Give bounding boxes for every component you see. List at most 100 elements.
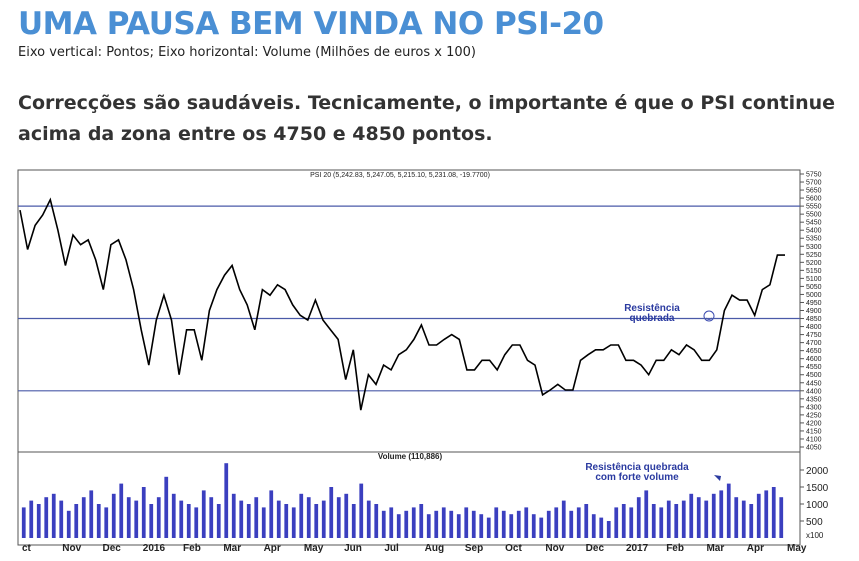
y-tick-label: 4850 <box>806 316 822 323</box>
y-tick-label: 4050 <box>806 445 822 452</box>
volume-bar <box>66 510 71 538</box>
volume-bar <box>674 504 679 538</box>
volume-bar <box>216 504 221 538</box>
volume-bar <box>666 500 671 538</box>
y-tick-label: 4700 <box>806 340 822 347</box>
arrow <box>714 475 721 481</box>
x-tick-label: Nov <box>62 543 81 554</box>
volume-bar <box>764 490 769 538</box>
volume-bar <box>359 483 364 538</box>
volume-bar <box>734 497 739 538</box>
volume-bar <box>156 497 161 538</box>
x-tick-label: Sep <box>465 543 483 554</box>
y-tick-label: 4800 <box>806 324 822 331</box>
volume-bar <box>629 507 634 538</box>
volume-bar <box>771 487 776 538</box>
volume-bar <box>531 514 536 538</box>
volume-bar <box>89 490 94 538</box>
volume-bar <box>599 517 604 538</box>
volume-bar <box>704 500 709 538</box>
y-tick-label: 5450 <box>806 220 822 227</box>
volume-bar <box>456 514 461 538</box>
volume-bar <box>104 507 109 538</box>
volume-bar <box>141 487 146 538</box>
volume-bar <box>179 500 184 538</box>
y-tick-label: 5550 <box>806 204 822 211</box>
volume-bar <box>726 483 731 538</box>
subtitle: Eixo vertical: Pontos; Eixo horizontal: … <box>18 45 476 60</box>
volume-bar <box>299 493 304 538</box>
volume-bar <box>494 507 499 538</box>
volume-bar <box>366 500 371 538</box>
volume-bar <box>36 504 41 538</box>
x-tick-label: Mar <box>223 543 241 554</box>
y-tick-label: 5400 <box>806 228 822 235</box>
volume-bar <box>516 510 521 538</box>
y-tick-label: 4350 <box>806 396 822 403</box>
volume-bar <box>389 507 394 538</box>
y-tick-label: 4250 <box>806 412 822 419</box>
y-tick-label: 5500 <box>806 212 822 219</box>
volume-bar <box>246 504 251 538</box>
volume-bar <box>314 504 319 538</box>
pane-title: PSI 20 (5,242.83, 5,247.05, 5,215.10, 5,… <box>310 172 490 179</box>
lead: Correcções são saudáveis. Tecnicamente, … <box>18 92 836 145</box>
volume-bar <box>351 504 356 538</box>
volume-bar <box>741 500 746 538</box>
x-tick-label: Apr <box>264 543 281 554</box>
volume-bar <box>276 500 281 538</box>
x-tick-label: Mar <box>706 543 724 554</box>
title: UMA PAUSA BEM VINDA NO PSI-20 <box>18 6 604 42</box>
y-tick-label: 1000 <box>806 500 829 511</box>
y-tick-label: 4900 <box>806 308 822 315</box>
volume-bar <box>659 507 664 538</box>
x-tick-label: 2017 <box>626 543 649 554</box>
volume-bar <box>381 510 386 538</box>
y-tick-label: 4600 <box>806 356 822 363</box>
y-tick-label: 4100 <box>806 436 822 443</box>
volume-bar <box>779 497 784 538</box>
y-tick-label: 5300 <box>806 244 822 251</box>
y-tick-label: 4150 <box>806 428 822 435</box>
volume-bar <box>411 507 416 538</box>
volume-bar <box>554 507 559 538</box>
volume-bar <box>269 490 274 538</box>
volume-bar <box>449 510 454 538</box>
unit-label: x100 <box>806 531 824 540</box>
annotation: com forte volume <box>595 472 679 483</box>
volume-bar <box>419 504 424 538</box>
x-tick-label: ct <box>22 543 32 554</box>
volume-bar <box>51 493 56 538</box>
volume-bar <box>569 510 574 538</box>
volume-bar <box>134 500 139 538</box>
volume-bar <box>636 497 641 538</box>
volume-bar <box>74 504 79 538</box>
volume-bar <box>606 521 611 538</box>
x-tick-label: Feb <box>666 543 684 554</box>
x-tick-label: Jun <box>344 543 362 554</box>
volume-bar <box>621 504 626 538</box>
volume-bar <box>291 507 296 538</box>
x-tick-label: Dec <box>103 543 122 554</box>
y-tick-label: 5600 <box>806 196 822 203</box>
volume-bar <box>209 497 214 538</box>
volume-bar <box>696 497 701 538</box>
y-tick-label: 2000 <box>806 466 829 477</box>
annotation: quebrada <box>629 313 674 324</box>
volume-bar <box>231 493 236 538</box>
y-tick-label: 5200 <box>806 260 822 267</box>
volume-bar <box>614 507 619 538</box>
volume-bar <box>539 517 544 538</box>
volume-bar <box>321 500 326 538</box>
pane-title: Volume (110,886) <box>378 452 443 461</box>
volume-bar <box>344 493 349 538</box>
y-tick-label: 4450 <box>806 380 822 387</box>
volume-bar <box>546 510 551 538</box>
volume-bar <box>591 514 596 538</box>
volume-bar <box>584 504 589 538</box>
volume-bar <box>426 514 431 538</box>
volume-bar <box>396 514 401 538</box>
y-tick-label: 5750 <box>806 172 822 179</box>
volume-bar <box>524 507 529 538</box>
annotation: Resistência <box>624 303 680 314</box>
